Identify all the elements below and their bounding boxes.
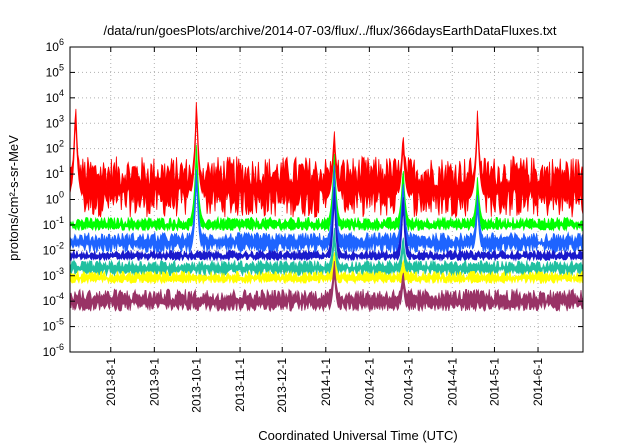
series-layer bbox=[69, 101, 584, 313]
chart-title: /data/run/goesPlots/archive/2014-07-03/f… bbox=[103, 23, 556, 38]
y-axis-label: protons/cm²-s-sr-MeV bbox=[6, 135, 21, 261]
y-tick-label: 105 bbox=[46, 62, 64, 79]
y-tick-label: 104 bbox=[46, 88, 64, 105]
y-tick-label: 10-5 bbox=[43, 317, 64, 334]
y-tick-label: 10-2 bbox=[43, 240, 64, 257]
x-axis-label: Coordinated Universal Time (UTC) bbox=[258, 428, 457, 443]
x-tick-label: 2013-8-1 bbox=[104, 358, 118, 406]
y-axis-ticks: 10-6 10-5 10-4 10-3 10-2 10-1 100 101 102 103 104 1… bbox=[43, 37, 583, 359]
x-tick-label: 2014-6-1 bbox=[531, 358, 545, 406]
y-tick-label: 103 bbox=[46, 113, 64, 130]
y-tick-label: 100 bbox=[46, 190, 64, 207]
x-tick-label: 2014-4-1 bbox=[445, 358, 459, 406]
x-tick-label: 2014-3-1 bbox=[402, 358, 416, 406]
y-tick-label: 102 bbox=[46, 139, 64, 156]
x-tick-label: 2014-1-1 bbox=[319, 358, 333, 406]
x-tick-label: 2013-9-1 bbox=[147, 358, 161, 406]
series-band-0 bbox=[69, 101, 584, 219]
x-tick-label: 2013-10-1 bbox=[189, 358, 203, 413]
x-tick-label: 2013-12-1 bbox=[275, 358, 289, 413]
y-tick-label: 101 bbox=[46, 164, 64, 181]
x-tick-label: 2014-5-1 bbox=[487, 358, 501, 406]
y-tick-label: 10-6 bbox=[43, 342, 64, 359]
y-tick-label: 10-4 bbox=[43, 291, 64, 308]
x-tick-label: 2014-2-1 bbox=[362, 358, 376, 406]
y-tick-label: 10-1 bbox=[43, 215, 64, 232]
x-axis-ticks: 2013-8-1 2013-9-1 2013-10-1 2013-11-1 2013-1… bbox=[104, 47, 545, 413]
y-tick-label: 10-3 bbox=[43, 266, 64, 283]
x-tick-label: 2013-11-1 bbox=[233, 358, 247, 412]
y-tick-label: 106 bbox=[46, 37, 64, 54]
